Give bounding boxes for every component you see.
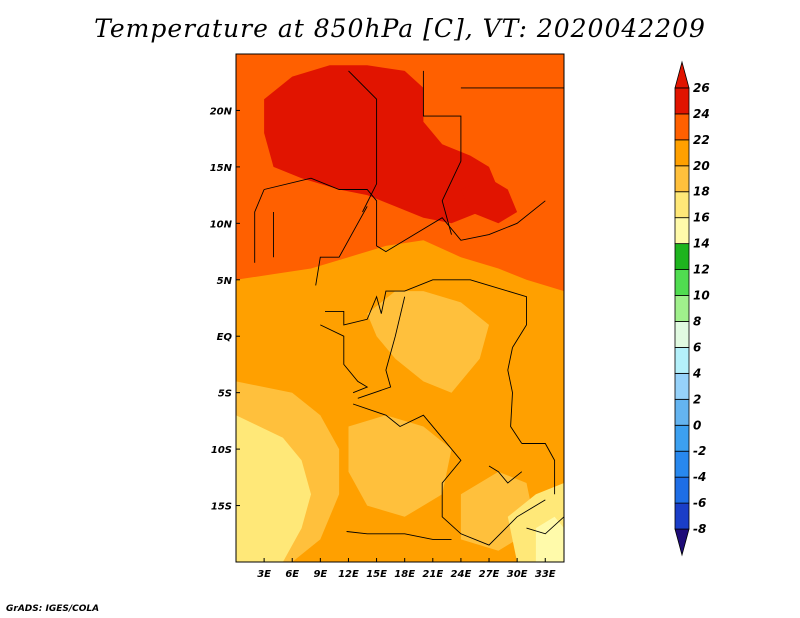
colorbar-label--2: -2 [693,444,706,458]
border-line-9 [357,296,406,399]
x-axis: 3E 6E 9E 12E 15E 18E 21E 24E 27E 30E 33E [257,558,556,580]
y-tick-label-5S: 5S [218,389,232,400]
colorbar-label-20: 20 [693,159,710,173]
colorbar-box--4-to--2 [674,450,690,478]
colorbar-label--4: -4 [693,470,706,484]
colorbar-label-12: 12 [693,263,710,277]
x-tick-label-9E: 9E [313,569,327,580]
colorbar-box-24-to-26 [674,87,690,115]
x-tick-label-18E: 18E [394,569,415,580]
region-southern-coast [236,415,311,562]
border-line-2 [422,70,462,235]
x-tick-label-3E: 3E [257,569,271,580]
border-line-15 [526,516,564,535]
y-tick-label-15S: 15S [211,502,232,513]
colorbar-label-26: 26 [693,81,710,95]
grads-credit: GrADS: IGES/COLA [6,604,100,614]
colorbar-box-2-to-4 [674,372,690,400]
y-tick-label-5N: 5N [217,276,233,287]
colorbar-label-6: 6 [693,340,701,354]
x-tick-label-15E: 15E [366,569,387,580]
colorbar-bottom-triangle [674,528,690,557]
border-line-7 [325,279,527,348]
colorbar-box-12-to-14 [674,243,690,270]
colorbar-box-20-to-22 [674,139,690,167]
x-tick-label-21E: 21E [422,569,443,580]
colorbar-box-22-to-24 [674,113,690,141]
border-line-8 [320,324,369,394]
x-tick-label-6E: 6E [285,569,299,580]
colorbar-top-triangle [674,60,690,89]
x-tick-label-33E: 33E [535,569,556,580]
colorbar-box-4-to-6 [674,347,690,374]
x-tick-label-27E: 27E [479,569,500,580]
colorbar-label--6: -6 [693,496,706,510]
colorbar-label-4: 4 [692,366,701,380]
y-tick-label-10S: 10S [211,445,232,456]
colorbar-box-18-to-20 [674,165,690,193]
colorbar-box-10-to-12 [674,269,690,296]
border-line-11 [352,403,546,546]
border-line-13 [521,443,556,495]
x-tick-label-30E: 30E [507,569,528,580]
temperature-field [236,54,564,562]
colorbar-box-0-to-2 [674,398,690,426]
border-line-12 [346,531,452,540]
country-borders [254,70,564,546]
border-line-10 [507,347,523,444]
colorbar-label-18: 18 [693,185,710,199]
colorbar-box--2-to-0 [674,424,690,452]
border-line-6 [315,206,368,286]
border-line-4 [254,189,265,263]
colorbar-box--6-to--4 [674,476,690,504]
border-line-0 [263,177,546,253]
colorbar-box--8-to--6 [674,502,690,530]
colorbar-label-2: 2 [693,392,701,406]
colorbar-label-14: 14 [693,237,710,251]
colorbar-box-16-to-18 [674,191,690,219]
colorbar-label-0: 0 [693,418,701,432]
colorbar-box-8-to-10 [674,295,690,322]
y-tick-label-10N: 10N [210,219,233,230]
y-axis: 20N 15N 10N 5N EQ 5S 10S 15S [210,106,240,513]
x-tick-label-12E: 12E [338,569,359,580]
region-sahara-core [264,65,499,224]
y-tick-label-15N: 15N [210,163,233,174]
y-tick-label-EQ: EQ [217,332,233,343]
border-line-14 [488,465,523,484]
chart-title: Temperature at 850hPa [C], VT: 202004220… [94,14,706,43]
colorbar-label--8: -8 [693,522,706,536]
region-far-southeast [535,516,564,562]
colorbar-box-14-to-16 [674,217,690,245]
region-congo-basin-patches [367,291,489,393]
colorbar-label-8: 8 [693,314,701,328]
colorbar-label-22: 22 [693,133,710,147]
x-tick-label-24E: 24E [451,569,472,580]
region-sahara-core [460,178,518,224]
colorbar-label-10: 10 [693,289,710,303]
y-tick-label-20N: 20N [210,106,233,117]
colorbar-box-6-to-8 [674,321,690,348]
border-line-1 [348,70,378,213]
colorbar-label-16: 16 [693,211,710,225]
plot-frame [235,53,565,563]
colorbar-label-24: 24 [693,107,710,121]
region-congo-basin-patches [348,415,452,517]
